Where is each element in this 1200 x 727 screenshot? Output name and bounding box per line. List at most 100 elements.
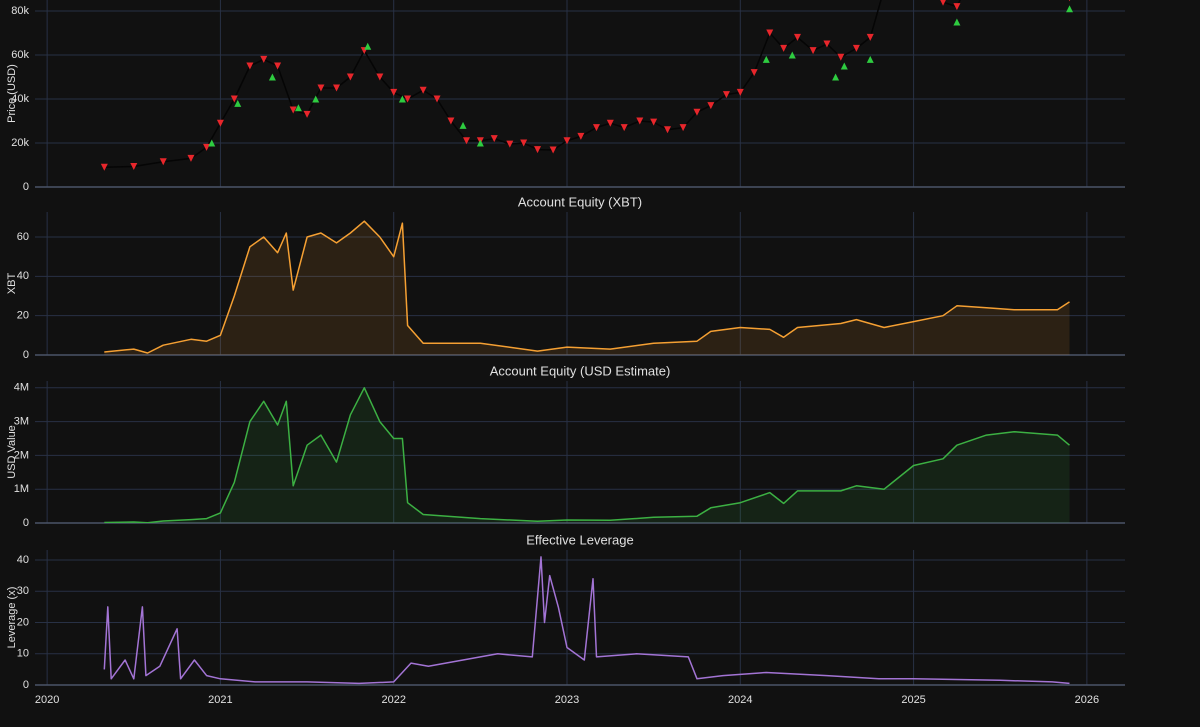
triangle-up-marker bbox=[1066, 5, 1074, 13]
triangle-up-marker bbox=[832, 73, 840, 81]
series-line bbox=[103, 556, 1070, 685]
x-tick-label: 2025 bbox=[901, 694, 925, 706]
series-line bbox=[104, 220, 1070, 354]
triangle-down-marker bbox=[549, 146, 557, 154]
triangle-down-marker bbox=[520, 139, 528, 147]
y-tick-label: 0 bbox=[23, 181, 29, 193]
y-tick-label: 0 bbox=[23, 517, 29, 529]
triangle-down-marker bbox=[462, 137, 470, 145]
triangle-down-marker bbox=[274, 62, 282, 70]
plot-area bbox=[104, 220, 1070, 355]
panel-title: Account Equity (XBT) bbox=[518, 194, 642, 209]
triangle-down-marker bbox=[823, 40, 831, 48]
plot-area bbox=[100, 0, 1074, 171]
y-axis-label: Price (USD) bbox=[6, 64, 18, 123]
y-tick-label: 20 bbox=[17, 616, 29, 628]
triangle-down-marker bbox=[289, 106, 297, 114]
x-tick-label: 2022 bbox=[381, 694, 405, 706]
triangle-up-marker bbox=[788, 51, 796, 59]
triangle-down-marker bbox=[187, 154, 195, 162]
y-tick-label: 20 bbox=[17, 310, 29, 322]
y-tick-label: 10 bbox=[17, 648, 29, 660]
plot-area bbox=[103, 556, 1070, 685]
triangle-down-marker bbox=[246, 62, 254, 70]
triangle-up-marker bbox=[459, 121, 467, 129]
plot-area bbox=[104, 387, 1070, 523]
triangle-down-marker bbox=[130, 163, 138, 171]
y-axis-label: Leverage (x) bbox=[6, 587, 18, 649]
triangle-down-marker bbox=[750, 69, 758, 77]
triangle-up-marker bbox=[762, 55, 770, 63]
triangle-down-marker bbox=[1068, 0, 1071, 2]
triangle-up-marker bbox=[234, 99, 242, 107]
y-tick-label: 40k bbox=[11, 93, 29, 105]
triangle-down-marker bbox=[577, 132, 585, 140]
triangle-down-marker bbox=[679, 124, 687, 132]
triangle-down-marker bbox=[953, 3, 961, 11]
y-tick-label: 3M bbox=[14, 415, 29, 427]
triangle-down-marker bbox=[303, 110, 311, 118]
triangle-down-marker bbox=[664, 126, 672, 134]
triangle-down-marker bbox=[100, 163, 108, 171]
triangle-up-marker bbox=[208, 139, 216, 147]
y-tick-label: 2M bbox=[14, 449, 29, 461]
triangle-down-marker bbox=[203, 143, 211, 151]
x-tick-label: 2020 bbox=[35, 694, 59, 706]
triangle-down-marker bbox=[722, 91, 730, 99]
panel-title: Account Equity (USD Estimate) bbox=[490, 363, 671, 378]
y-tick-label: 60k bbox=[11, 49, 29, 61]
x-tick-label: 2024 bbox=[728, 694, 752, 706]
triangle-down-marker bbox=[506, 140, 514, 148]
triangle-down-marker bbox=[563, 137, 571, 145]
triangle-down-marker bbox=[230, 95, 238, 103]
y-tick-label: 0 bbox=[23, 679, 29, 691]
y-tick-label: 40 bbox=[17, 554, 29, 566]
triangle-down-marker bbox=[260, 55, 268, 63]
series-line bbox=[104, 0, 961, 168]
area-fill bbox=[104, 387, 1070, 523]
triangle-down-marker bbox=[346, 73, 354, 81]
triangle-down-marker bbox=[837, 53, 845, 61]
y-tick-label: 0 bbox=[23, 349, 29, 361]
triangle-up-marker bbox=[364, 42, 372, 50]
x-tick-label: 2026 bbox=[1075, 694, 1099, 706]
triangle-down-marker bbox=[780, 44, 788, 52]
x-tick-label: 2021 bbox=[208, 694, 232, 706]
triangle-down-marker bbox=[852, 44, 860, 52]
triangle-up-marker bbox=[294, 104, 302, 112]
triangle-up-marker bbox=[953, 18, 961, 26]
triangle-down-marker bbox=[592, 124, 600, 132]
triangle-down-marker bbox=[317, 84, 325, 92]
triangle-down-marker bbox=[390, 88, 398, 96]
triangle-down-marker bbox=[216, 119, 224, 127]
triangle-down-marker bbox=[490, 135, 498, 143]
triangle-down-marker bbox=[866, 33, 874, 41]
triangle-down-marker bbox=[766, 29, 774, 37]
triangle-up-marker bbox=[398, 95, 406, 103]
panel-title: Effective Leverage bbox=[526, 532, 633, 547]
x-tick-label: 2023 bbox=[555, 694, 579, 706]
triangle-down-marker bbox=[620, 124, 628, 132]
triangle-up-marker bbox=[268, 73, 276, 81]
triangle-down-marker bbox=[650, 118, 658, 126]
triangle-up-marker bbox=[840, 62, 848, 70]
y-tick-label: 60 bbox=[17, 231, 29, 243]
y-tick-label: 4M bbox=[14, 382, 29, 394]
y-tick-label: 1M bbox=[14, 483, 29, 495]
y-tick-label: 30 bbox=[17, 585, 29, 597]
triangle-down-marker bbox=[534, 146, 542, 154]
triangle-down-marker bbox=[809, 47, 817, 55]
triangle-down-marker bbox=[433, 95, 441, 103]
triangle-down-marker bbox=[333, 84, 341, 92]
triangle-down-marker bbox=[736, 88, 744, 96]
y-axis-label: USD Value bbox=[6, 425, 18, 479]
triangle-down-marker bbox=[419, 86, 427, 94]
y-tick-label: 80k bbox=[11, 5, 29, 17]
triangle-down-marker bbox=[693, 108, 701, 116]
triangle-down-marker bbox=[606, 119, 614, 127]
area-fill bbox=[104, 221, 1070, 355]
y-tick-label: 40 bbox=[17, 270, 29, 282]
triangle-up-marker bbox=[866, 55, 874, 63]
triangle-down-marker bbox=[636, 117, 644, 125]
